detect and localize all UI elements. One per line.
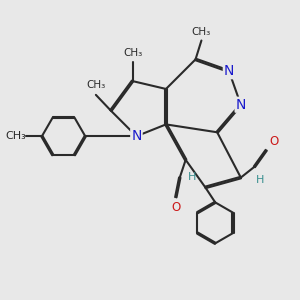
Text: N: N xyxy=(224,64,234,78)
Text: H: H xyxy=(188,172,196,182)
Text: N: N xyxy=(131,129,142,143)
Text: N: N xyxy=(236,98,246,112)
Text: CH₃: CH₃ xyxy=(5,131,26,141)
Text: CH₃: CH₃ xyxy=(192,27,211,37)
Text: CH₃: CH₃ xyxy=(86,80,106,90)
Text: O: O xyxy=(171,201,181,214)
Text: CH₃: CH₃ xyxy=(123,48,142,58)
Text: H: H xyxy=(256,175,264,185)
Text: O: O xyxy=(269,135,279,148)
